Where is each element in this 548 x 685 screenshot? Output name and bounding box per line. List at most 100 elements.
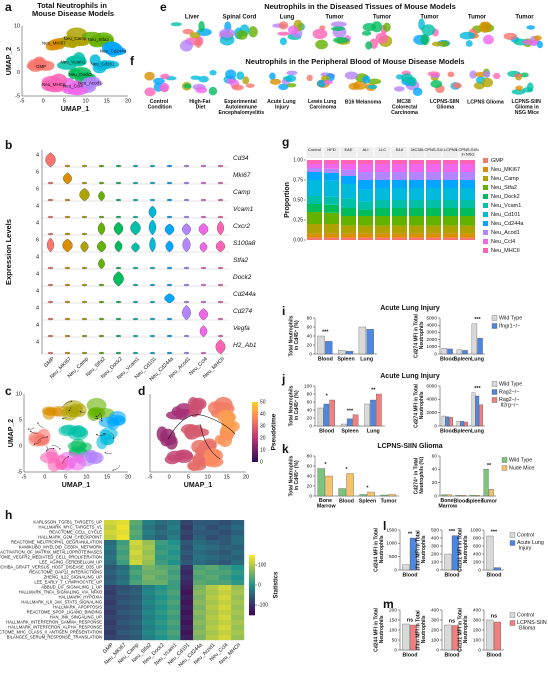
text-line: Cd244 MFI in Total (374, 527, 380, 571)
gene-label: Mki67 (233, 172, 251, 179)
heatmap-cell (193, 560, 207, 566)
row-label: REACTOME_MHC_CLASS_II_ANTIGEN_PRESENTATI… (0, 630, 102, 635)
bar-segment (375, 233, 390, 238)
violin (97, 240, 106, 253)
violin (115, 198, 122, 202)
panel-letter: l (383, 519, 386, 533)
violin (199, 325, 208, 338)
bar-segment (426, 172, 441, 180)
y-tick-label: 20 (307, 483, 313, 489)
cell-cluster (520, 72, 529, 78)
bar (346, 473, 354, 497)
text-line: Bone (440, 498, 453, 504)
heatmap-cell (218, 540, 232, 546)
cell-cluster (67, 36, 79, 49)
cell-cluster (160, 428, 176, 444)
violin (166, 317, 173, 321)
bar-segment (392, 216, 407, 226)
colorbar-tick-label: 40 (260, 411, 266, 417)
row-label: HALLMARK_IL6_JAK_STAT3_SIGNALING (21, 600, 102, 605)
panel-letter: j (281, 372, 285, 386)
heatmap-cell (231, 615, 245, 621)
heatmap-cell (193, 575, 207, 581)
cell-cluster (153, 77, 165, 85)
bar-segment (392, 188, 407, 200)
streamline (79, 410, 85, 413)
bar-segment (460, 160, 475, 164)
group-label: LCPNS (444, 147, 458, 152)
text-line: Acute Lung (267, 99, 296, 105)
heatmap-cell (180, 580, 194, 586)
bar (451, 535, 459, 571)
heatmap-cell (218, 525, 232, 531)
violin (47, 232, 54, 236)
bar (409, 537, 417, 571)
cell-cluster (87, 407, 101, 421)
violin (131, 242, 140, 253)
heatmap-cell (154, 560, 168, 566)
x-tick-label: Blood (486, 652, 501, 658)
y-tick-label: 50 (392, 637, 398, 643)
heatmap-cell (205, 570, 219, 576)
heatmap-cell (167, 535, 181, 541)
heatmap-cell (142, 625, 156, 631)
heatmap-cell (218, 550, 232, 556)
bar (471, 392, 476, 427)
bar-segment (392, 208, 407, 216)
violin (183, 164, 190, 168)
x-tick-label: Spleen (454, 356, 471, 362)
heatmap-cell (142, 575, 156, 581)
heatmap-cell (167, 605, 181, 611)
y-tick-label: 0 (19, 443, 22, 449)
cell-cluster (427, 71, 440, 77)
legend-label: LCPNS-SIIN Glioma (517, 620, 547, 632)
cell-cluster (320, 75, 330, 81)
heatmap-cell (167, 635, 181, 641)
cell-cluster (431, 41, 444, 47)
bar-segment (341, 169, 356, 176)
cell-cluster (231, 84, 244, 91)
heatmap-cell (104, 555, 117, 561)
bar (460, 495, 466, 497)
bar-segment (426, 208, 441, 216)
violin (47, 215, 54, 219)
group-label: ALI (362, 147, 368, 152)
bar-segment (426, 216, 441, 226)
heatmap-cell (142, 570, 156, 576)
group-label: EAE (344, 147, 352, 152)
violin (148, 219, 157, 236)
cell-cluster (32, 56, 46, 69)
bar (444, 553, 452, 571)
heatmap-cell (180, 600, 194, 606)
condition-label: Experimental Autoimmune Encephalomyeliti… (217, 99, 264, 116)
colorbar-step (249, 591, 255, 594)
x-tick-label: Spleen (466, 498, 483, 504)
cell-cluster (44, 407, 58, 417)
cell-cluster (375, 32, 388, 44)
bar-segment (358, 209, 373, 216)
colorbar-step (249, 603, 255, 606)
heatmap-cell (193, 590, 207, 596)
y-tick-label: 400 (431, 607, 439, 613)
violin (98, 283, 105, 287)
heatmap-cell (205, 530, 219, 536)
streamline (62, 456, 70, 464)
bar-segment (426, 233, 441, 238)
colorbar-step (249, 587, 255, 590)
tissue-label: Spinal Cord (223, 15, 257, 21)
heatmap-cell (142, 620, 156, 626)
bar-segment (358, 189, 373, 202)
y-tick-label: 150 (389, 617, 397, 623)
violin (149, 266, 156, 270)
y-tick-label: 0 (436, 567, 439, 573)
heatmap-cell (193, 610, 207, 616)
heatmap-cell (154, 570, 168, 576)
y-tick-label: 200 (431, 551, 439, 557)
text-line: Control (150, 99, 169, 105)
violin (217, 181, 224, 185)
violin (132, 283, 139, 287)
heatmap-cell (193, 525, 207, 531)
group-label: B16 (396, 147, 404, 152)
bar (345, 351, 354, 355)
